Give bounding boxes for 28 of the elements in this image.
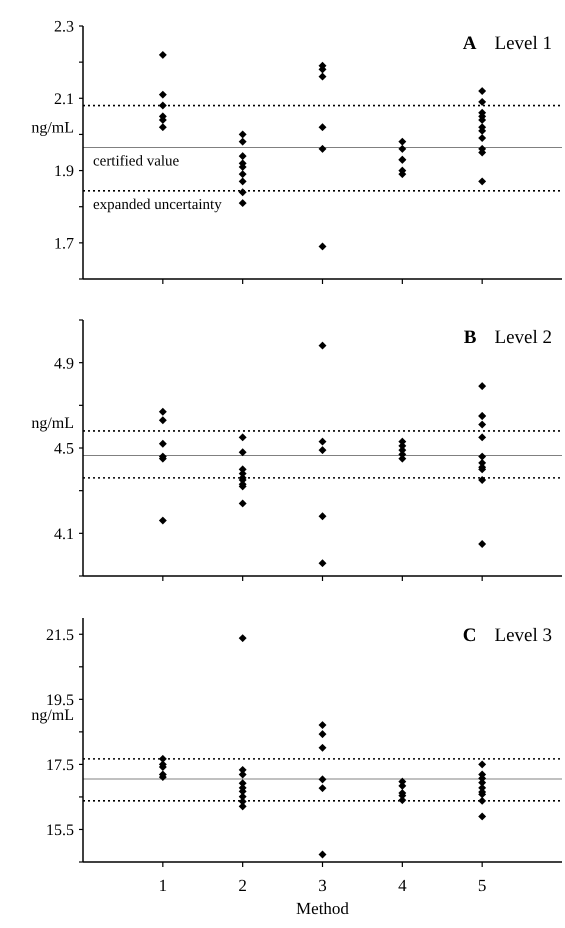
y-axis-title: ng/mL: [31, 707, 74, 724]
y-tick-label: 17.5: [46, 757, 74, 774]
y-tick-label: 4.5: [54, 440, 74, 458]
y-tick-label: 21.5: [46, 626, 74, 644]
chart-subtitle: Level 1: [494, 33, 552, 54]
chart-title: C: [462, 625, 476, 646]
x-tick-label: 3: [318, 876, 327, 895]
chart-subtitle: Level 3: [494, 625, 552, 646]
y-tick-label: 4.1: [54, 526, 74, 543]
y-tick-label: 4.9: [54, 355, 74, 372]
chart-title: B: [464, 327, 477, 348]
chart-title: A: [462, 33, 477, 54]
ref-line-label: expanded uncertainty: [93, 196, 222, 213]
x-tick-label: 1: [158, 876, 168, 895]
y-tick-label: 1.9: [54, 163, 74, 180]
y-tick-label: 2.3: [54, 18, 74, 36]
x-axis-title: Method: [296, 899, 350, 918]
y-tick-label: 2.1: [54, 90, 74, 108]
x-tick-label: 2: [238, 876, 247, 895]
y-axis-title: ng/mL: [31, 415, 74, 432]
x-tick-label: 4: [398, 876, 408, 895]
y-axis-title: ng/mL: [31, 120, 74, 136]
chart-subtitle: Level 2: [494, 327, 552, 348]
y-tick-label: 1.7: [54, 235, 74, 252]
y-tick-label: 19.5: [46, 692, 74, 709]
ref-line-label: certified value: [93, 153, 180, 170]
x-tick-label: 5: [478, 876, 486, 895]
y-tick-label: 15.5: [46, 822, 74, 840]
